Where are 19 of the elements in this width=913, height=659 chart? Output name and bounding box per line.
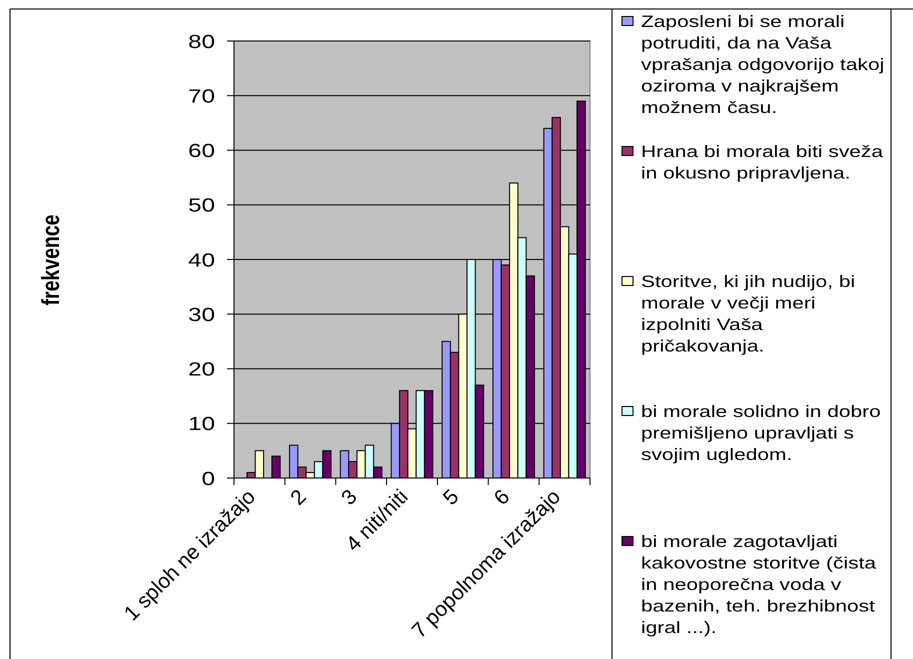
legend-label: bi morale zagotavljati kakovostne storitve (čista in neoporečna voda v bazenih, teh. brezhibnost igral ...). bbox=[641, 532, 877, 636]
y-tick-label: 40 bbox=[188, 248, 215, 271]
legend-label: bi morale solidno in dobro premišljeno upravljati s svojim ugledom. bbox=[641, 402, 881, 464]
y-tick-label: 0 bbox=[202, 467, 215, 490]
y-tick-label: 50 bbox=[188, 194, 215, 216]
x-tick-label: 5 bbox=[438, 485, 464, 510]
y-tick-label: 30 bbox=[188, 303, 215, 326]
bar bbox=[271, 456, 281, 478]
legend-label: Storitve, ki jih nudijo, bi morale v večji meri izpolniti Vaša pričakovanja. bbox=[641, 272, 856, 355]
legend-label: Zaposleni bi se morali potruditi, da na Vaša vprašanja odgovorijo takoj oziroma v najkrajšem možnem času. bbox=[641, 12, 884, 116]
x-tick-label: 3 bbox=[337, 485, 362, 510]
y-tick-label: 60 bbox=[188, 140, 215, 162]
x-tick-label: 2 bbox=[286, 485, 311, 510]
y-axis-title: frekvence bbox=[36, 214, 65, 306]
legend-label: Hrana bi morala biti sveža in okusno pripravljena. bbox=[641, 142, 884, 182]
y-tick-label: 20 bbox=[188, 358, 215, 380]
y-tick-label: 10 bbox=[188, 412, 215, 435]
y-tick-label: 80 bbox=[188, 30, 215, 52]
y-tick-label: 70 bbox=[188, 84, 215, 107]
